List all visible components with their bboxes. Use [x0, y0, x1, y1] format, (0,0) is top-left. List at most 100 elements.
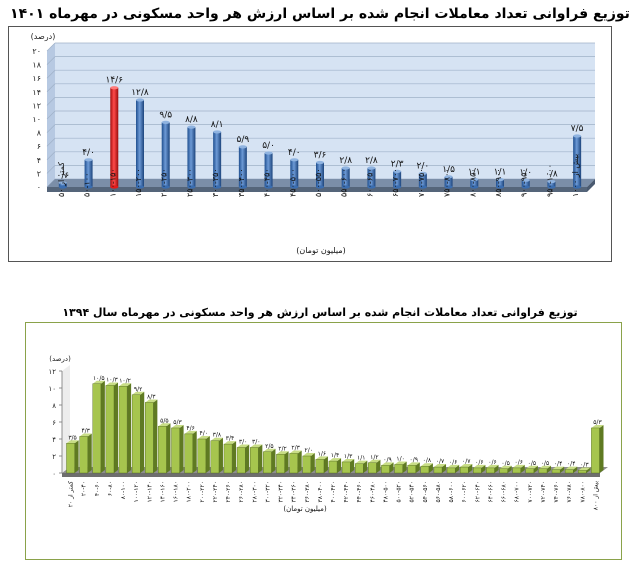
bar-top: [573, 134, 582, 138]
data-label: ۰/۶: [475, 459, 483, 466]
bar: [136, 98, 144, 189]
data-label: ۸/۳: [147, 393, 156, 400]
bar-front: [289, 453, 298, 474]
bar-front: [131, 394, 141, 474]
chart-2-svg: ۰ ۲ ۴ ۶ ۸ ۱۰ ۱۲ (درصد) ۳/۵ کمتر از ۲۰ ۴/۳ ۲۰-۴۰ ۱۰/۵…: [48, 355, 608, 513]
bar: [213, 130, 222, 189]
bar-side: [455, 464, 460, 473]
bar-front: [263, 451, 272, 474]
bar-top: [496, 177, 504, 182]
y-tick-label: ۸: [52, 402, 56, 410]
x-tick-label: ۷۲۰-۷۴۰: [540, 481, 547, 503]
bar-top: [290, 158, 299, 162]
bar-front: [420, 465, 430, 474]
x-tick-label: ۵۰-۱۰۰: [83, 173, 92, 197]
bar-side: [127, 383, 132, 473]
bar-front: [171, 427, 180, 474]
bar-top: [342, 458, 355, 462]
bar-side: [297, 450, 302, 473]
bar-side: [218, 437, 223, 473]
x-tick-label: کمتر از ۲۰: [68, 481, 75, 507]
bar-base: [496, 185, 504, 189]
bar-top: [237, 444, 250, 448]
x-tick-label: ۴۰۰-۴۵۰: [263, 168, 272, 197]
x-tick-label: ۷۰۰-۷۵۰: [417, 168, 426, 197]
bar-top: [341, 166, 350, 170]
bar-side: [284, 451, 289, 473]
data-label: ۰/۵: [528, 460, 536, 467]
x-tick-label: ۵۰۰-۵۲۰: [396, 481, 403, 503]
bar-top: [263, 448, 276, 452]
y-tick-label: ۱۲: [32, 101, 41, 110]
x-tick-label: ۵۸۰-۶۰۰: [448, 481, 455, 503]
bar-side: [258, 444, 263, 473]
bar-base: [573, 185, 582, 189]
y-tick-label: ۴: [52, 436, 56, 444]
x-tick-label: ۳۸۰-۴۰۰: [317, 481, 324, 503]
x-tick-label: ۳۵۰-۴۰۰: [237, 168, 246, 197]
bar-side: [402, 461, 407, 473]
x-tick-label: ۲۲۰-۲۴۰: [212, 481, 219, 503]
bar: [444, 175, 453, 189]
gridline-side: [46, 42, 56, 52]
chart-2-title: توزیع فراوانی تعداد معاملات انجام شده بر…: [62, 306, 578, 319]
bar: [573, 134, 582, 189]
data-label: ۲/۸: [339, 156, 352, 166]
bar-top: [328, 458, 342, 462]
x-tick-label: ۶۴۰-۶۶۰: [487, 481, 494, 503]
bar: [407, 462, 420, 474]
x-tick-label: ۵۲۰-۵۴۰: [409, 481, 416, 503]
bar: [84, 158, 93, 189]
bar-top: [547, 179, 556, 184]
y-tick-label: ۱۲: [48, 368, 56, 376]
bar-body: [316, 162, 324, 187]
y-tick-label: ۰: [52, 470, 56, 478]
bar-top: [276, 451, 289, 455]
bar-front: [223, 443, 233, 474]
bar: [591, 424, 604, 474]
bar-base: [136, 185, 144, 189]
bar-body: [444, 176, 453, 187]
bar-top: [418, 171, 427, 175]
bar: [210, 437, 223, 474]
bar: [473, 464, 486, 474]
data-label: ۹/۲: [134, 386, 142, 393]
bar-top: [250, 444, 263, 448]
bar-side: [140, 391, 145, 473]
gridline-side: [46, 137, 56, 147]
bar-top: [355, 460, 368, 464]
bar: [499, 465, 512, 474]
bar: [145, 399, 158, 474]
x-tick-label: ۶۵۰-۷۰۰: [391, 168, 400, 197]
bar-body: [213, 131, 222, 187]
bar-base: [58, 185, 67, 189]
bar-body: [238, 146, 247, 187]
bar: [521, 178, 530, 189]
bar-top: [210, 437, 223, 441]
bar-base: [238, 185, 247, 189]
bar-side: [232, 441, 237, 473]
bar: [161, 120, 170, 189]
data-label: ۸/۸: [185, 115, 198, 125]
bar-base: [470, 185, 479, 189]
bar-front: [459, 466, 469, 474]
bar-side: [337, 458, 342, 473]
bar: [551, 466, 565, 474]
data-label: ۲/۰: [305, 447, 313, 454]
bar: [58, 181, 67, 189]
bar-top: [407, 462, 420, 466]
x-tick-label: ۶۶۰-۶۸۰: [501, 481, 508, 503]
bar-front: [328, 460, 338, 474]
bar: [486, 464, 499, 474]
y-tick-label: ۶: [37, 142, 41, 151]
bar-front: [276, 454, 285, 474]
bar-body: [547, 181, 556, 187]
x-tick-label: ۱۸۰-۲۰۰: [186, 481, 193, 503]
bar-top: [538, 465, 552, 469]
data-label: ۵/۳: [593, 419, 602, 426]
data-label: ۱/۰: [396, 456, 404, 463]
bar: [367, 166, 376, 189]
bar: [418, 171, 427, 189]
data-label: ۱/۱: [468, 168, 481, 178]
bar-top: [58, 181, 67, 185]
